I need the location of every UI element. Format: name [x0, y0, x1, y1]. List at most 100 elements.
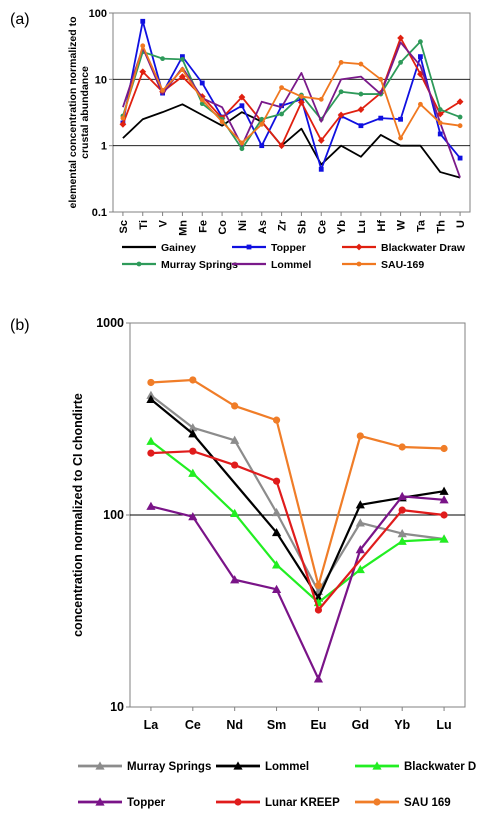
y-axis-title: crustal abundance: [79, 66, 91, 159]
series-line-murray-springs: [122, 40, 461, 150]
y-tick-label: 10: [95, 74, 107, 86]
data-point-topper-fe: [199, 80, 205, 86]
legend-label-murray-springs: Murray Springs: [161, 259, 238, 271]
legend-item-lommel: Lommel: [232, 259, 311, 271]
data-point-blackwater-draw-sc: [119, 120, 127, 128]
x-tick-label: Yb: [336, 220, 348, 234]
legend-item-murray-springs: Murray Springs: [122, 259, 238, 271]
legend-label-sau-169: SAU-169: [381, 259, 424, 271]
data-point-sau-169-sm: [272, 416, 281, 424]
data-point-blackwater-draw-sm: [271, 560, 282, 569]
data-point-murray-springs-v: [160, 56, 165, 62]
x-tick-label: Sc: [118, 220, 130, 233]
legend-marker-topper: [95, 797, 105, 806]
data-point-sau-169-mn: [180, 67, 185, 73]
data-point-lunar-kreep-nd: [231, 461, 239, 469]
data-point-murray-springs-zr: [279, 111, 284, 117]
data-point-topper-nd: [230, 575, 240, 584]
y-axis-title: concentration normalized to CI chondirte: [71, 393, 85, 637]
legend-item-sau-169: SAU-169: [342, 259, 424, 271]
data-point-sau-169-as: [259, 121, 265, 127]
data-point-lunar-kreep-eu: [314, 606, 323, 614]
legend-item-topper: Topper: [232, 242, 306, 254]
legend-marker-murray-springs: [136, 261, 142, 267]
legend-label-topper: Topper: [271, 242, 306, 254]
data-point-lommel-sm: [271, 527, 282, 537]
x-tick-label: Sb: [296, 220, 308, 234]
y-tick-label: 100: [103, 508, 124, 522]
plot-area: [112, 12, 471, 213]
legend-item-murray-springs: Murray Springs: [78, 761, 211, 773]
data-point-blackwater-draw-lu: [439, 534, 449, 543]
y-tick-label: 1000: [96, 316, 124, 330]
legend-marker-blackwater-draw: [372, 761, 382, 770]
x-tick-label: Th: [435, 220, 447, 234]
data-point-lommel-lu: [439, 486, 449, 495]
data-point-lunar-kreep-la: [147, 449, 155, 457]
y-axis-title: elemental concentration normalized to: [67, 17, 79, 209]
x-tick-label: Fe: [197, 220, 209, 233]
chart-b: 10 100 1000 La Ce Nd Sm Eu Gd Yb Lu concentration n…: [71, 316, 477, 809]
data-point-topper-ti: [140, 18, 146, 24]
data-point-topper-th: [437, 131, 443, 137]
panel-a-label: (a): [10, 11, 30, 28]
data-point-sau-169-zr: [279, 85, 284, 91]
data-point-lommel-gd: [355, 500, 365, 509]
x-tick-label: Nd: [226, 718, 243, 732]
data-point-blackwater-draw-sb: [298, 98, 305, 106]
data-point-blackwater-draw-u: [456, 98, 464, 106]
legend-item-blackwater-draw: Blackwater Draw: [355, 761, 477, 773]
legend-marker-blackwater-draw: [355, 243, 363, 251]
data-point-topper-hf: [378, 115, 384, 121]
panel-b-label: (b): [10, 317, 30, 334]
x-tick-label: Ce: [185, 718, 201, 732]
data-point-blackwater-draw-w: [397, 34, 404, 42]
data-point-topper-w: [398, 116, 403, 122]
legend-label-blackwater-draw: Blackwater Draw: [381, 242, 466, 254]
data-point-lommel-ce: [188, 429, 198, 438]
data-point-topper-ce: [188, 512, 198, 521]
x-tick-label: W: [396, 219, 408, 230]
legend-item-sau-169: SAU 169: [355, 797, 451, 809]
legend-label-blackwater-draw: Blackwater Draw: [404, 761, 477, 773]
data-point-blackwater-draw-zr: [278, 142, 285, 150]
x-tick-label: Sm: [267, 718, 286, 732]
series-gainey: [122, 103, 461, 179]
data-point-sau-169-w: [398, 135, 403, 141]
data-point-sau-169-ce: [189, 376, 197, 384]
x-tick-label: Ta: [415, 219, 427, 232]
data-point-topper-as: [259, 143, 265, 149]
data-point-blackwater-draw-ti: [139, 68, 147, 76]
x-tick-label: Zr: [277, 219, 289, 231]
data-point-blackwater-draw-as: [258, 118, 266, 126]
x-tick-label: As: [257, 220, 269, 234]
data-point-sau-169-th: [437, 120, 443, 126]
data-point-blackwater-draw-la: [146, 436, 156, 445]
data-point-murray-springs-gd: [355, 518, 365, 527]
series-topper: [146, 491, 449, 683]
data-point-topper-sm: [271, 584, 282, 593]
data-point-sau-169-fe: [199, 97, 205, 103]
series-sau-169: [147, 376, 448, 589]
data-point-lommel-la: [146, 394, 156, 404]
x-tick-label: V: [158, 219, 170, 227]
data-point-sau-169-v: [160, 88, 165, 93]
data-point-sau-169-ti: [140, 43, 146, 49]
legend-marker-topper: [246, 244, 252, 250]
data-point-sau-169-la: [147, 378, 155, 387]
series-lunar-kreep: [147, 447, 448, 614]
data-point-murray-springs-lu: [358, 91, 364, 97]
data-point-topper-ni: [239, 103, 245, 109]
legend-label-topper: Topper: [127, 797, 166, 809]
y-tick-label: 1: [101, 141, 107, 153]
data-point-topper-mn: [180, 54, 185, 60]
data-point-sau-169-sb: [299, 94, 304, 99]
x-tick-label: Gd: [352, 718, 369, 732]
data-point-blackwater-draw-mn: [179, 73, 186, 80]
series-line-murray-springs: [150, 394, 445, 593]
legend-marker-sau-169: [373, 798, 381, 806]
data-point-sau-169-hf: [378, 76, 384, 82]
legend-item-blackwater-draw: Blackwater Draw: [342, 242, 466, 254]
data-point-murray-springs-u: [457, 114, 463, 120]
